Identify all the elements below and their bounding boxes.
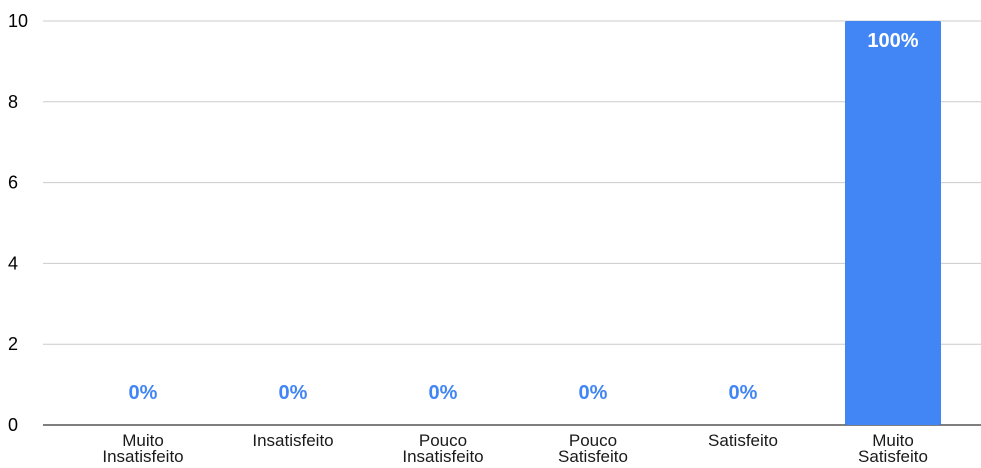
- x-tick-label: Pouco Satisfeito: [558, 431, 628, 463]
- y-tick-label: 10: [8, 11, 28, 31]
- x-tick-label: Pouco Insatisfeito: [402, 431, 483, 463]
- y-tick-label: 8: [8, 92, 18, 112]
- x-tick-label-line: Satisfeito: [858, 447, 928, 463]
- x-tick-label: Satisfeito: [708, 431, 778, 450]
- data-label: 0%: [579, 382, 608, 404]
- x-tick-label-line: Pouco: [419, 431, 467, 450]
- data-label: 100%: [867, 30, 918, 52]
- x-tick-label: Insatisfeito: [252, 431, 333, 450]
- data-label: 0%: [729, 382, 758, 404]
- data-labels: 0% 0% 0% 0% 0% 100%: [129, 30, 919, 404]
- data-label: 0%: [429, 382, 458, 404]
- data-label: 0%: [129, 382, 158, 404]
- data-label: 0%: [279, 382, 308, 404]
- gridlines: [43, 20, 981, 426]
- x-tick-label-line: Satisfeito: [558, 447, 628, 463]
- x-tick-label-line: Pouco: [569, 431, 617, 450]
- x-tick-label-line: Muito: [122, 431, 164, 450]
- y-tick-label: 4: [8, 253, 18, 273]
- y-tick-label: 0: [8, 415, 18, 435]
- x-tick-label-line: Satisfeito: [708, 431, 778, 450]
- x-tick-label-line: Insatisfeito: [102, 447, 183, 463]
- x-tick-label: Muito Satisfeito: [858, 431, 928, 463]
- bars: [845, 21, 941, 425]
- x-tick-label-line: Insatisfeito: [252, 431, 333, 450]
- x-tick-label-line: Muito: [872, 431, 914, 450]
- bar: [845, 21, 941, 425]
- x-tick-label: Muito Insatisfeito: [102, 431, 183, 463]
- y-tick-label: 2: [8, 334, 18, 354]
- y-tick-label: 6: [8, 173, 18, 193]
- y-axis-ticks: 0 2 4 6 8 10: [8, 11, 28, 435]
- x-tick-label-line: Insatisfeito: [402, 447, 483, 463]
